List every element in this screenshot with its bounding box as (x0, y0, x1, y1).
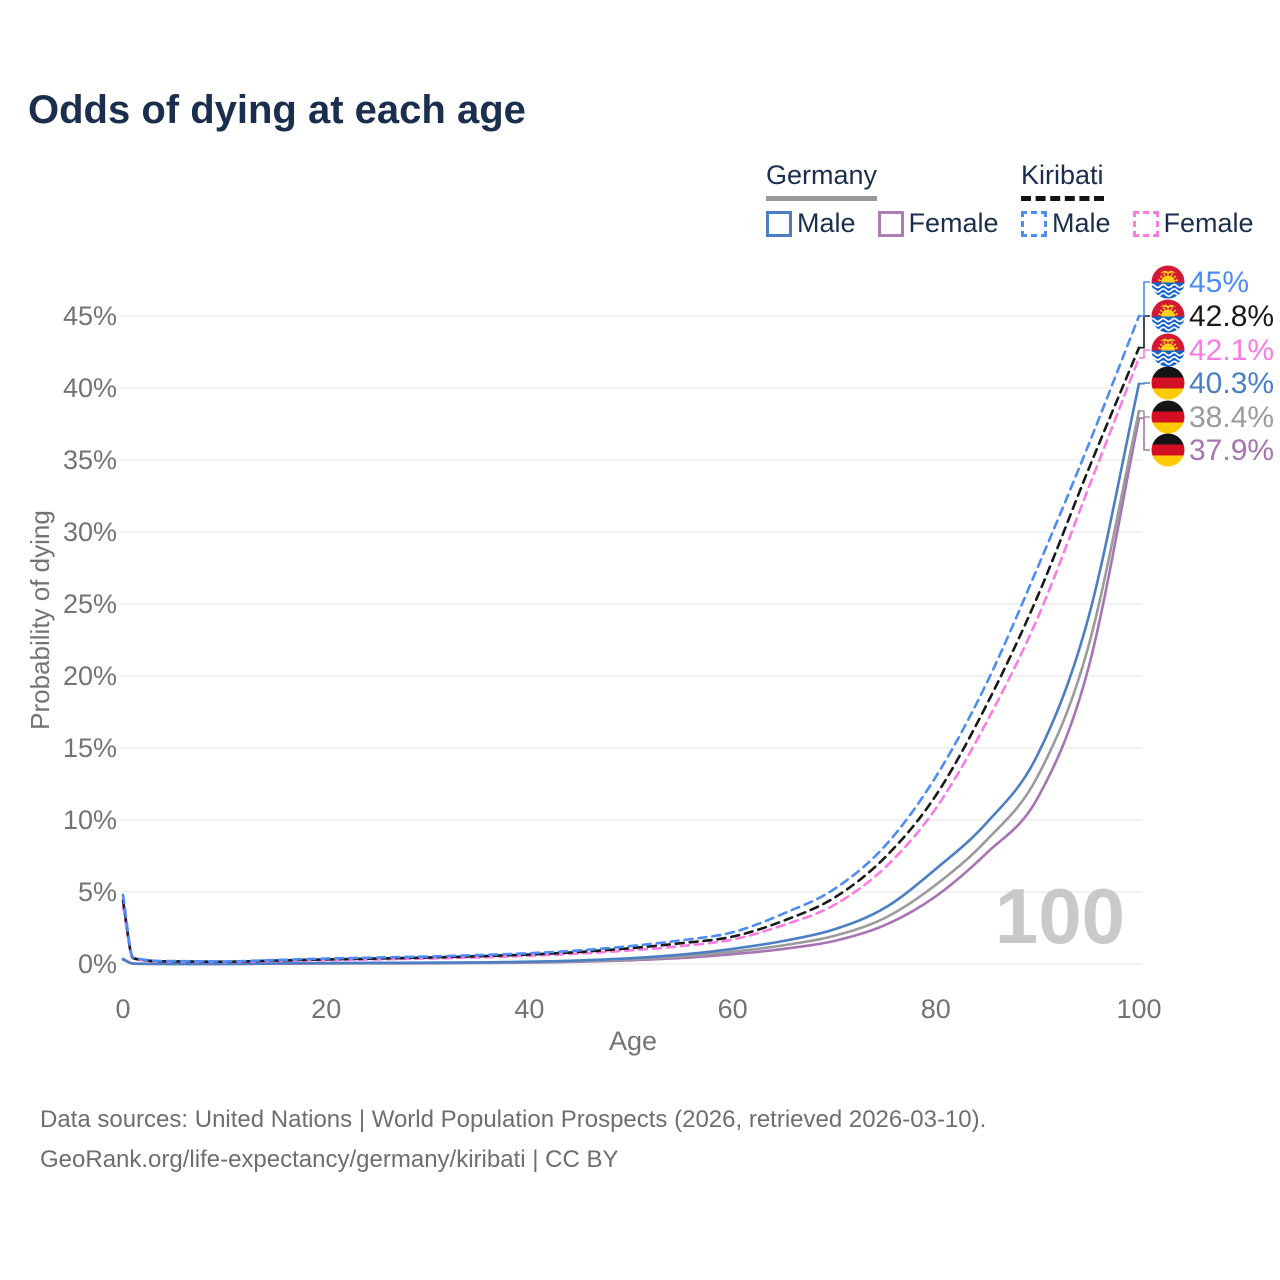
source-line-2: GeoRank.org/life-expectancy/germany/kiri… (40, 1146, 619, 1173)
legend-item-kiribati-female[interactable]: Female (1132, 208, 1254, 239)
legend-label: Male (1052, 208, 1111, 238)
end-label-connector (1139, 382, 1150, 385)
end-label-connector (1139, 315, 1150, 349)
germany-female-swatch-icon (877, 210, 904, 237)
mortality-line-chart: 0% 5% 10% 15% 20% 25% 30% 35% 40% 45% 0 20 40 60 80 100… (25, 265, 1274, 1056)
x-axis-title: Age (609, 1026, 657, 1056)
end-value-label-kiribati-male: 45% (1189, 266, 1249, 299)
end-value-label-germany-female: 37.9% (1189, 434, 1274, 467)
y-tick-label: 40% (63, 373, 117, 403)
kiribati-flag-icon (1151, 299, 1185, 333)
x-tick-label: 60 (718, 994, 748, 1024)
germany-flag-icon (1151, 400, 1185, 434)
legend-label: Female (1163, 208, 1254, 238)
y-tick-label: 15% (63, 733, 117, 763)
germany-male-swatch-icon (766, 210, 792, 237)
legend-group-kiribati: Kiribati Male Female (1021, 160, 1254, 239)
kiribati-flag-icon (1151, 265, 1185, 299)
x-tick-label: 20 (311, 994, 341, 1024)
legend-country-germany: Germany (766, 160, 878, 201)
x-tick-label: 80 (921, 994, 951, 1024)
series-line-germany-total (121, 409, 1141, 966)
legend-label: Male (797, 208, 856, 238)
page-title: Odds of dying at each age (28, 88, 526, 132)
x-tick-label: 0 (115, 994, 130, 1024)
source-line-1: Data sources: United Nations | World Pop… (40, 1106, 987, 1133)
series-line-kiribati-female (121, 356, 1141, 964)
x-tick-label: 40 (514, 994, 544, 1024)
kiribati-male-swatch-icon (1021, 210, 1047, 237)
germany-flag-icon (1151, 366, 1185, 400)
series-line-germany-female (121, 416, 1141, 966)
legend-country-kiribati: Kiribati (1021, 160, 1104, 201)
y-tick-label: 20% (63, 661, 117, 691)
legend-item-germany-female[interactable]: Female (877, 208, 999, 239)
y-tick-label: 25% (63, 589, 117, 619)
legend-item-germany-male[interactable]: Male (766, 208, 856, 239)
y-tick-label: 10% (63, 805, 117, 835)
legend-group-germany: Germany Male Female (766, 160, 999, 239)
end-value-label-germany-total: 38.4% (1189, 401, 1274, 434)
germany-flag-icon (1151, 433, 1185, 467)
y-tick-label: 0% (78, 949, 117, 979)
data-source-note: Data sources: United Nations | World Pop… (40, 1100, 986, 1180)
y-tick-label: 5% (78, 877, 117, 907)
y-tick-label: 35% (63, 445, 117, 475)
age-watermark: 100 (995, 872, 1125, 960)
y-tick-label: 45% (63, 301, 117, 331)
x-tick-label: 100 (1116, 994, 1161, 1024)
end-value-label-germany-male: 40.3% (1189, 367, 1274, 400)
series-line-germany-male (121, 382, 1141, 966)
legend: Germany Male Female Kiribati Male Female (0, 160, 1280, 250)
end-label-connector (1139, 281, 1150, 317)
end-value-label-kiribati-female: 42.1% (1189, 334, 1274, 367)
legend-item-kiribati-male[interactable]: Male (1021, 208, 1111, 239)
y-tick-label: 30% (63, 517, 117, 547)
end-value-label-kiribati-total: 42.8% (1189, 300, 1274, 333)
kiribati-female-swatch-icon (1132, 210, 1159, 237)
series-line-kiribati-total (121, 346, 1141, 964)
end-label-connector (1139, 349, 1150, 359)
kiribati-flag-icon (1151, 333, 1185, 367)
legend-label: Female (908, 208, 999, 238)
series-line-kiribati-male (121, 314, 1141, 963)
end-label-connector (1139, 417, 1150, 451)
end-label-connector (1139, 410, 1150, 418)
y-axis-title: Probability of dying (25, 510, 55, 730)
